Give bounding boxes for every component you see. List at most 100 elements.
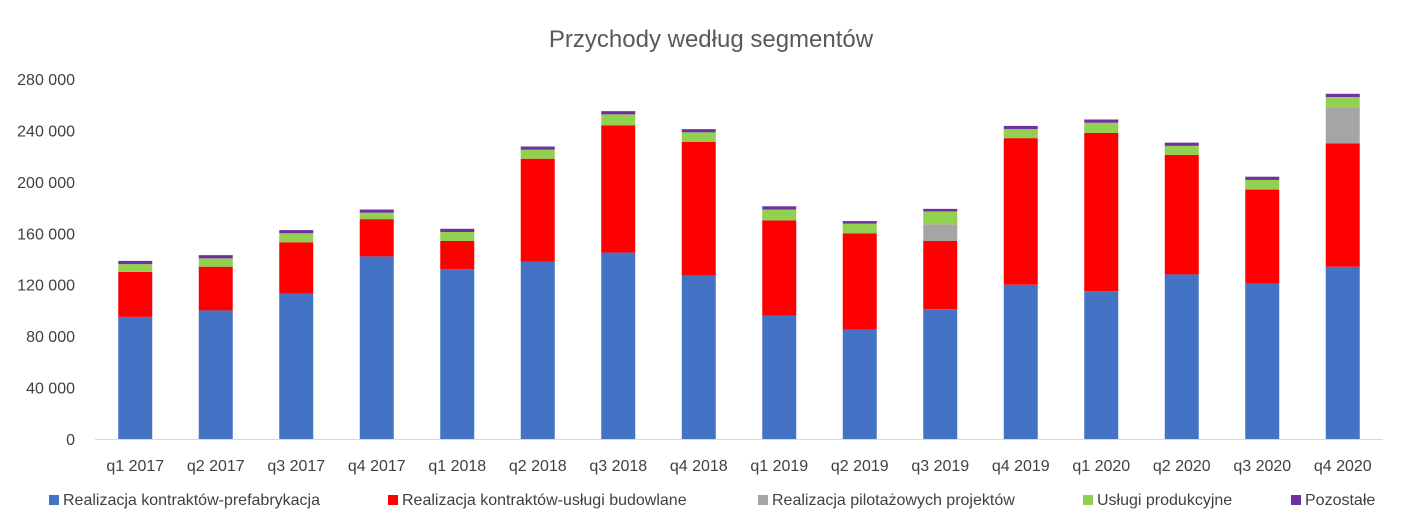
bar-segment (1325, 266, 1360, 439)
bar-segment (601, 114, 636, 126)
bar-segment (359, 209, 394, 213)
bar-segment (681, 132, 716, 142)
bar-segment (359, 256, 394, 439)
legend-swatch (1291, 495, 1301, 505)
x-tick-label: q3 2019 (911, 458, 969, 475)
bar-segment (1325, 93, 1360, 97)
bars-group (118, 93, 1360, 439)
bar-segment (842, 329, 877, 439)
bar-segment (681, 142, 716, 276)
bar-segment (1164, 145, 1199, 155)
x-tick-label: q3 2018 (589, 458, 647, 475)
bar-segment (279, 233, 314, 243)
bar-segment (1325, 107, 1360, 144)
bar-segment (1245, 176, 1280, 180)
legend-label: Pozostałe (1305, 492, 1375, 509)
bar-segment (762, 209, 797, 221)
bar-segment (520, 146, 555, 150)
legend-label: Usługi produkcyjne (1097, 492, 1232, 509)
bar-segment (1084, 122, 1119, 133)
legend-label: Realizacja kontraktów-usługi budowlane (402, 492, 687, 509)
bar-segment (1003, 129, 1038, 139)
y-tick-label: 80 000 (26, 329, 75, 346)
bar-segment (601, 252, 636, 439)
bar-segment (440, 241, 475, 270)
x-tick-label: q1 2018 (428, 458, 486, 475)
bar-segment (520, 261, 555, 439)
bar-segment (1245, 283, 1280, 439)
bar-segment (118, 271, 153, 317)
bar-segment (923, 211, 958, 225)
x-tick-label: q3 2020 (1233, 458, 1291, 475)
bar-segment (118, 316, 153, 439)
bar-segment (1325, 143, 1360, 267)
bar-segment (359, 219, 394, 257)
bar-segment (440, 232, 475, 241)
bar-segment (279, 230, 314, 234)
x-tick-label: q4 2017 (348, 458, 406, 475)
x-tick-label: q1 2020 (1072, 458, 1130, 475)
legend-label: Realizacja pilotażowych projektów (772, 492, 1015, 509)
legend-swatch (1083, 495, 1093, 505)
bar-segment (762, 315, 797, 439)
x-tick-label: q1 2019 (750, 458, 808, 475)
bar-segment (440, 228, 475, 232)
bar-segment (279, 293, 314, 439)
bar-segment (1245, 189, 1280, 284)
y-axis-ticks: 0 40 000 80 000 120 000 160 000 200 000 240 00… (17, 72, 75, 449)
bar-segment (1164, 154, 1199, 275)
bar-segment (842, 223, 877, 234)
bar-segment (1003, 284, 1038, 439)
bar-segment (762, 220, 797, 316)
x-axis-ticks: q1 2017 q2 2017 q3 2017 q4 2017 q1 2018 q2 20… (106, 458, 1371, 475)
bar-segment (198, 310, 233, 439)
y-tick-label: 240 000 (17, 123, 75, 140)
bar-segment (359, 212, 394, 220)
x-tick-label: q1 2017 (106, 458, 164, 475)
y-tick-label: 280 000 (17, 72, 75, 89)
bar-segment (923, 309, 958, 439)
bar-segment (1084, 119, 1119, 123)
bar-segment (520, 158, 555, 262)
y-tick-label: 0 (66, 432, 75, 449)
bar-segment (440, 269, 475, 439)
bar-segment (198, 255, 233, 259)
bar-segment (923, 224, 958, 241)
legend-swatch (49, 495, 59, 505)
bar-segment (923, 241, 958, 310)
bar-segment (1164, 274, 1199, 439)
bar-segment (279, 242, 314, 294)
bar-segment (762, 206, 797, 210)
bar-segment (1164, 142, 1199, 146)
bar-segment (1325, 97, 1360, 108)
x-tick-label: q3 2017 (267, 458, 325, 475)
y-tick-label: 160 000 (17, 226, 75, 243)
bar-segment (1084, 133, 1119, 292)
bar-segment (198, 258, 233, 267)
x-tick-label: q4 2020 (1314, 458, 1372, 475)
legend-swatch (758, 495, 768, 505)
bar-segment (601, 125, 636, 253)
legend: Realizacja kontraktów-prefabrykacja Reali… (49, 492, 1375, 509)
bar-segment (118, 260, 153, 265)
bar-segment (1245, 179, 1280, 190)
x-tick-label: q2 2017 (187, 458, 245, 475)
x-tick-label: q4 2019 (992, 458, 1050, 475)
bar-segment (520, 149, 555, 159)
bar-segment (118, 264, 153, 272)
y-tick-label: 200 000 (17, 175, 75, 192)
x-tick-label: q2 2019 (831, 458, 889, 475)
bar-segment (1003, 138, 1038, 285)
legend-label: Realizacja kontraktów-prefabrykacja (63, 492, 320, 509)
bar-segment (1084, 291, 1119, 439)
bar-segment (923, 208, 958, 212)
y-tick-label: 40 000 (26, 381, 75, 398)
legend-swatch (388, 495, 398, 505)
bar-segment (842, 233, 877, 330)
bar-segment (842, 221, 877, 224)
bar-segment (681, 275, 716, 439)
x-tick-label: q2 2018 (509, 458, 567, 475)
bar-segment (198, 266, 233, 311)
chart-title: Przychody według segmentów (549, 26, 874, 53)
